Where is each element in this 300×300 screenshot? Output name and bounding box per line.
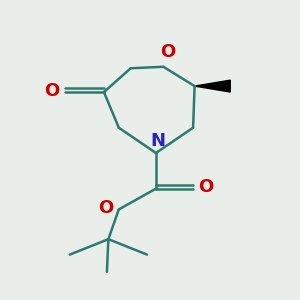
Text: O: O	[160, 44, 176, 62]
Text: O: O	[98, 199, 113, 217]
Text: N: N	[150, 132, 165, 150]
Text: O: O	[44, 82, 59, 100]
Polygon shape	[195, 80, 230, 92]
Text: O: O	[198, 178, 214, 196]
